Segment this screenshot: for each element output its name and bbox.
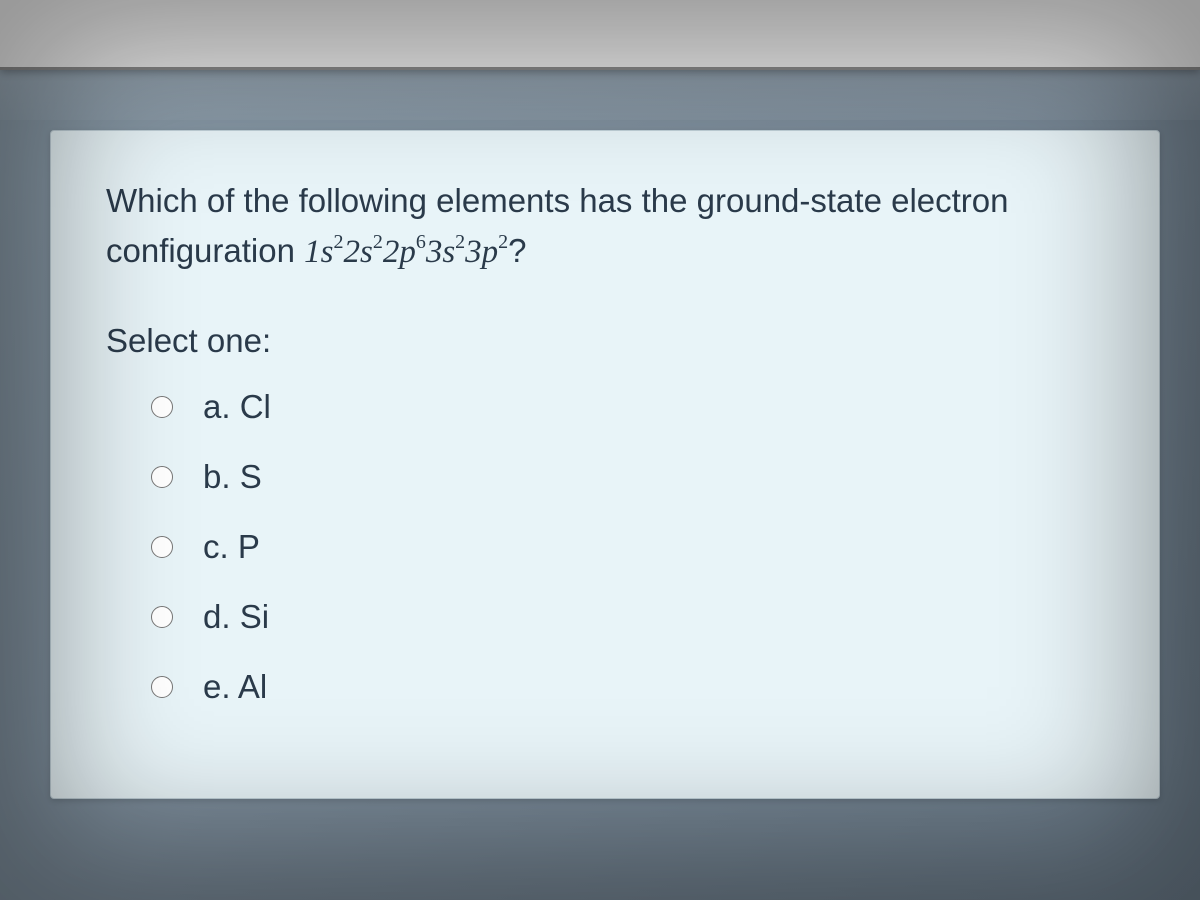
radio-option-e[interactable] (151, 676, 173, 698)
radio-option-d[interactable] (151, 606, 173, 628)
question-prompt-text-2: ? (508, 232, 526, 269)
option-text: S (240, 458, 262, 495)
browser-toolbar (0, 0, 1200, 70)
option-row-d[interactable]: d. Si (151, 598, 1104, 636)
electron-config-formula: 1s22s22p63s23p2 (304, 234, 508, 270)
option-text: Al (238, 668, 267, 705)
option-label-e[interactable]: e. Al (203, 668, 267, 706)
option-label-d[interactable]: d. Si (203, 598, 269, 636)
page-content-area: Which of the following elements has the … (0, 70, 1200, 839)
option-row-e[interactable]: e. Al (151, 668, 1104, 706)
radio-option-c[interactable] (151, 536, 173, 558)
option-row-b[interactable]: b. S (151, 458, 1104, 496)
option-letter: e. (203, 668, 231, 705)
option-row-a[interactable]: a. Cl (151, 388, 1104, 426)
option-row-c[interactable]: c. P (151, 528, 1104, 566)
option-letter: d. (203, 598, 231, 635)
option-text: P (238, 528, 260, 565)
answer-options-list: a. Cl b. S c. P d (106, 388, 1104, 706)
option-text: Si (240, 598, 269, 635)
option-text: Cl (240, 388, 271, 425)
option-label-c[interactable]: c. P (203, 528, 260, 566)
question-prompt: Which of the following elements has the … (106, 176, 1104, 277)
select-one-label: Select one: (106, 322, 1104, 360)
option-label-a[interactable]: a. Cl (203, 388, 271, 426)
radio-option-a[interactable] (151, 396, 173, 418)
option-letter: b. (203, 458, 231, 495)
option-letter: a. (203, 388, 231, 425)
option-letter: c. (203, 528, 229, 565)
option-label-b[interactable]: b. S (203, 458, 262, 496)
radio-option-b[interactable] (151, 466, 173, 488)
question-prompt-text-1: Which of the following elements has the … (106, 182, 1009, 269)
question-card: Which of the following elements has the … (50, 130, 1160, 799)
